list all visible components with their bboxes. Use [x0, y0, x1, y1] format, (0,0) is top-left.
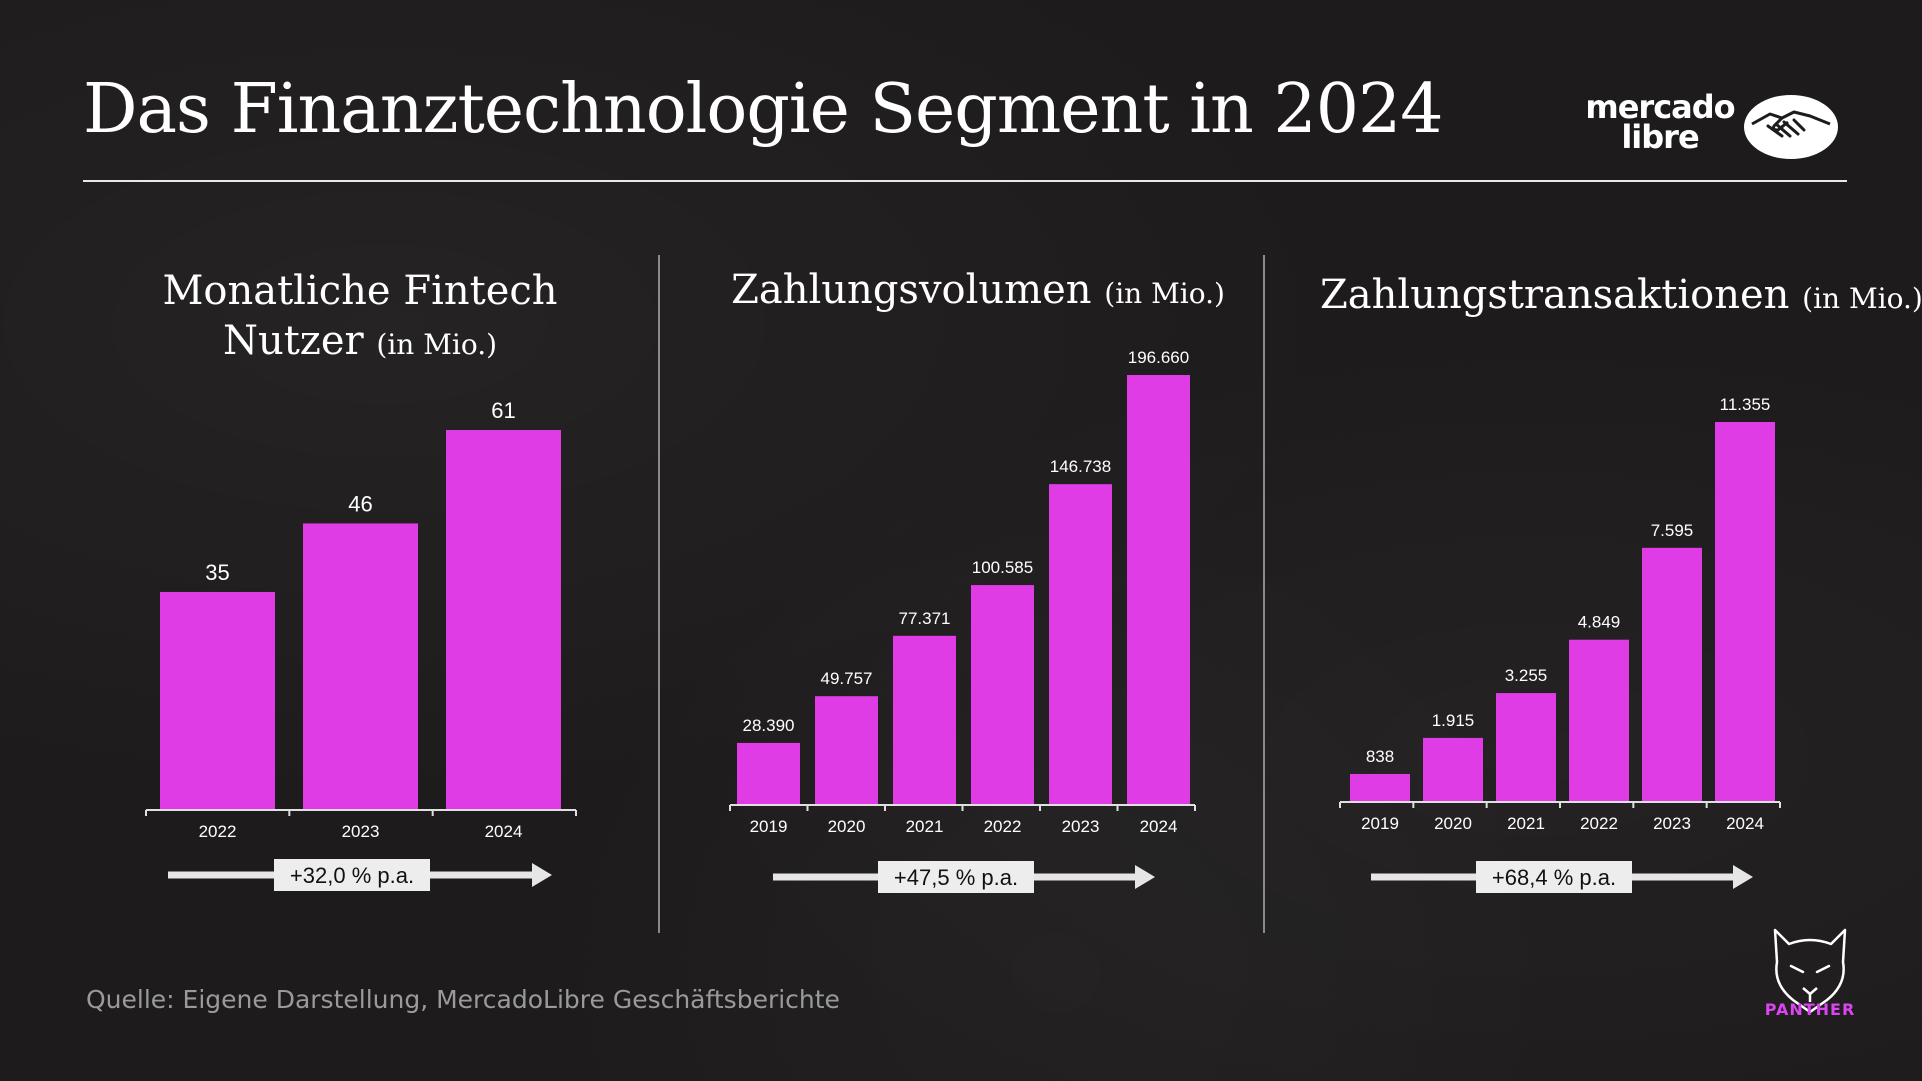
growth-arrow-head [1135, 865, 1155, 889]
growth-label: +32,0 % p.a. [290, 863, 414, 888]
bar-2020 [815, 696, 878, 805]
chart-2-payment-volume: 28.390 2019 49.757 2020 77.371 2021 100.585 202… [729, 348, 1196, 893]
data-label-2020: 1.915 [1432, 711, 1475, 730]
logo-line-1: mercado [1585, 88, 1735, 126]
data-label-2024: 61 [491, 398, 515, 423]
bar-2023 [1642, 547, 1702, 802]
category-label-2024: 2024 [1140, 817, 1178, 836]
bar-2023 [1049, 484, 1112, 805]
mercadolibre-logo: mercado libre [1580, 88, 1840, 162]
category-label-2022: 2022 [199, 822, 237, 841]
data-label-2022: 4.849 [1578, 613, 1621, 632]
logo-wordmark: mercado libre [1580, 88, 1740, 156]
data-label-2023: 46 [348, 491, 372, 516]
category-label-2023: 2023 [1653, 814, 1691, 833]
data-label-2022: 35 [205, 560, 229, 585]
category-label-2022: 2022 [1580, 814, 1618, 833]
category-label-2023: 2023 [1062, 817, 1100, 836]
category-label-2019: 2019 [1361, 814, 1399, 833]
data-label-2019: 28.390 [743, 716, 795, 735]
bar-2019 [1350, 773, 1410, 802]
chart-2-title: Zahlungsvolumen (in Mio.) [718, 265, 1238, 319]
chart-divider-1 [658, 255, 660, 933]
data-label-2024: 11.355 [1720, 395, 1771, 414]
category-label-2020: 2020 [1434, 814, 1472, 833]
chart-2-title-unit: (in Mio.) [1104, 277, 1225, 310]
bar-2022 [971, 585, 1034, 805]
growth-label-box [1476, 861, 1632, 893]
category-label-2024: 2024 [485, 822, 523, 841]
handshake-icon [1744, 95, 1838, 159]
bar-2024 [1127, 375, 1190, 805]
data-label-2020: 49.757 [821, 669, 873, 688]
chart-divider-2 [1263, 255, 1265, 933]
bar-2020 [1423, 737, 1483, 802]
page-title: Das Finanztechnologie Segment in 2024 [83, 70, 1443, 149]
chart-1-title-line-1: Monatliche Fintech [162, 268, 558, 314]
data-label-2022: 100.585 [972, 558, 1033, 577]
bar-2019 [737, 742, 800, 805]
category-label-2023: 2023 [342, 822, 380, 841]
growth-arrow-head [532, 863, 552, 887]
bar-2021 [1496, 693, 1556, 802]
category-label-2024: 2024 [1726, 814, 1764, 833]
data-label-2024: 196.660 [1128, 348, 1189, 367]
category-label-2019: 2019 [750, 817, 788, 836]
category-label-2022: 2022 [984, 817, 1022, 836]
chart-3-title-main: Zahlungstransaktionen [1320, 272, 1790, 318]
data-label-2023: 7.595 [1651, 521, 1694, 540]
growth-label: +68,4 % p.a. [1492, 865, 1616, 890]
chart-2-title-main: Zahlungsvolumen [731, 267, 1092, 313]
category-label-2020: 2020 [828, 817, 866, 836]
panther-brand-label: PANTHER [1764, 1000, 1856, 1019]
panther-head-icon [1773, 928, 1847, 1014]
logo-line-2: libre [1621, 118, 1699, 156]
chart-3-payment-transactions: 838 2019 1.915 2020 3.255 2021 4.849 2022 7.595 2… [1339, 395, 1781, 893]
title-divider [83, 180, 1847, 182]
chart-1-title-line-2: Nutzer [222, 318, 364, 364]
chart-3-title-unit: (in Mio.) [1802, 282, 1922, 315]
category-label-2021: 2021 [1507, 814, 1545, 833]
bar-2024 [446, 430, 561, 810]
chart-3-title: Zahlungstransaktionen (in Mio.) [1320, 270, 1922, 324]
bar-2022 [1569, 639, 1629, 802]
bar-2021 [893, 635, 956, 805]
data-label-2019: 838 [1366, 747, 1394, 766]
chart-1-fintech-users: 35 2022 46 2023 61 2024 +32,0 % p.a. [145, 398, 577, 891]
data-label-2021: 77.371 [899, 609, 951, 628]
growth-label: +47,5 % p.a. [894, 865, 1018, 890]
growth-label-box [878, 861, 1034, 893]
bar-2023 [303, 523, 418, 810]
data-label-2023: 146.738 [1050, 457, 1111, 476]
growth-arrow-head [1733, 865, 1753, 889]
chart-1-title: Monatliche Fintech Nutzer (in Mio.) [140, 266, 580, 370]
data-label-2021: 3.255 [1505, 666, 1548, 685]
bar-2024 [1715, 422, 1775, 802]
growth-label-box [274, 859, 430, 891]
source-note: Quelle: Eigene Darstellung, MercadoLibre… [86, 985, 840, 1014]
chart-1-title-unit: (in Mio.) [376, 328, 498, 361]
bar-2022 [160, 591, 275, 810]
category-label-2021: 2021 [906, 817, 944, 836]
